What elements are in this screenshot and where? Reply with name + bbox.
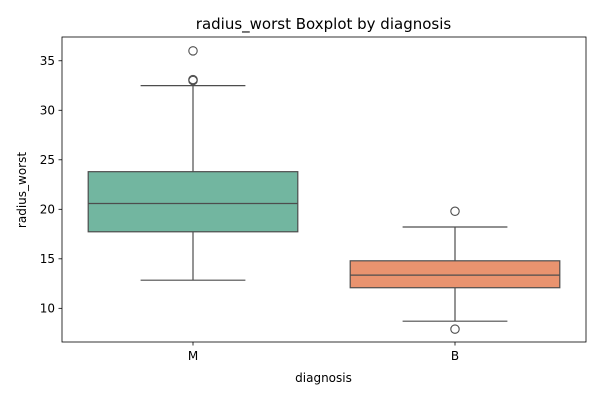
y-axis-label: radius_worst [15, 152, 29, 228]
x-axis-label: diagnosis [295, 371, 352, 385]
box-B [349, 206, 561, 334]
outlier-point [188, 74, 198, 85]
outlier-point [450, 324, 460, 334]
y-tick-label: 15 [40, 252, 55, 266]
iqr-box [349, 260, 561, 289]
iqr-box [87, 171, 299, 233]
x-tick-label: B [451, 349, 459, 363]
boxes-group [87, 46, 561, 334]
y-tick-label: 10 [40, 301, 55, 315]
chart-title: radius_worst Boxplot by diagnosis [196, 15, 452, 34]
outlier-point [188, 46, 198, 56]
y-tick-label: 35 [40, 54, 55, 68]
y-tick-label: 20 [40, 202, 55, 216]
box-M [87, 46, 299, 281]
y-tick-label: 25 [40, 153, 55, 167]
y-tick-label: 30 [40, 103, 55, 117]
x-tick-label: M [188, 349, 198, 363]
y-axis: 10 15 20 25 30 35 [40, 54, 62, 315]
plot-area-frame [61, 36, 587, 343]
outlier-point [450, 206, 460, 217]
